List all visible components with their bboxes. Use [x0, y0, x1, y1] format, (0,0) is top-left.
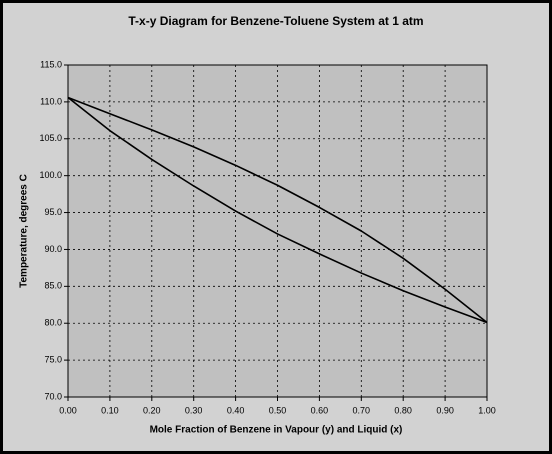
y-tick-label: 110.0: [40, 96, 62, 106]
plot-border: [67, 64, 488, 398]
x-tick-label: 0.50: [269, 405, 287, 415]
y-axis-title: Temperature, degrees C: [19, 174, 30, 288]
x-tick-label: 0.20: [143, 405, 161, 415]
series-line: [67, 96, 488, 324]
x-tick-label: 0.70: [353, 405, 371, 415]
y-tick-label: 115.0: [40, 59, 62, 69]
x-tick-label: 0.60: [311, 405, 329, 415]
x-tick-label: 1.00: [478, 405, 496, 415]
y-tick-label: 80.0: [44, 318, 62, 328]
x-axis-title: Mole Fraction of Benzene in Vapour (y) a…: [150, 425, 403, 436]
y-tick-label: 95.0: [44, 207, 62, 217]
y-tick-label: 75.0: [44, 354, 62, 364]
x-tick-label: 0.00: [59, 405, 77, 415]
y-tick-label: 90.0: [44, 244, 62, 254]
y-tick-label: 70.0: [44, 391, 62, 401]
x-tick-label: 0.40: [227, 405, 245, 415]
series-line: [67, 96, 488, 324]
x-tick-label: 0.80: [394, 405, 412, 415]
y-tick-label: 85.0: [44, 281, 62, 291]
x-tick-label: 0.30: [185, 405, 203, 415]
y-tick-label: 100.0: [39, 170, 62, 180]
x-tick-label: 0.10: [101, 405, 119, 415]
x-tick-label: 0.90: [436, 405, 454, 415]
chart-title: T-x-y Diagram for Benzene-Toluene System…: [128, 14, 423, 28]
y-tick-label: 105.0: [39, 133, 62, 143]
